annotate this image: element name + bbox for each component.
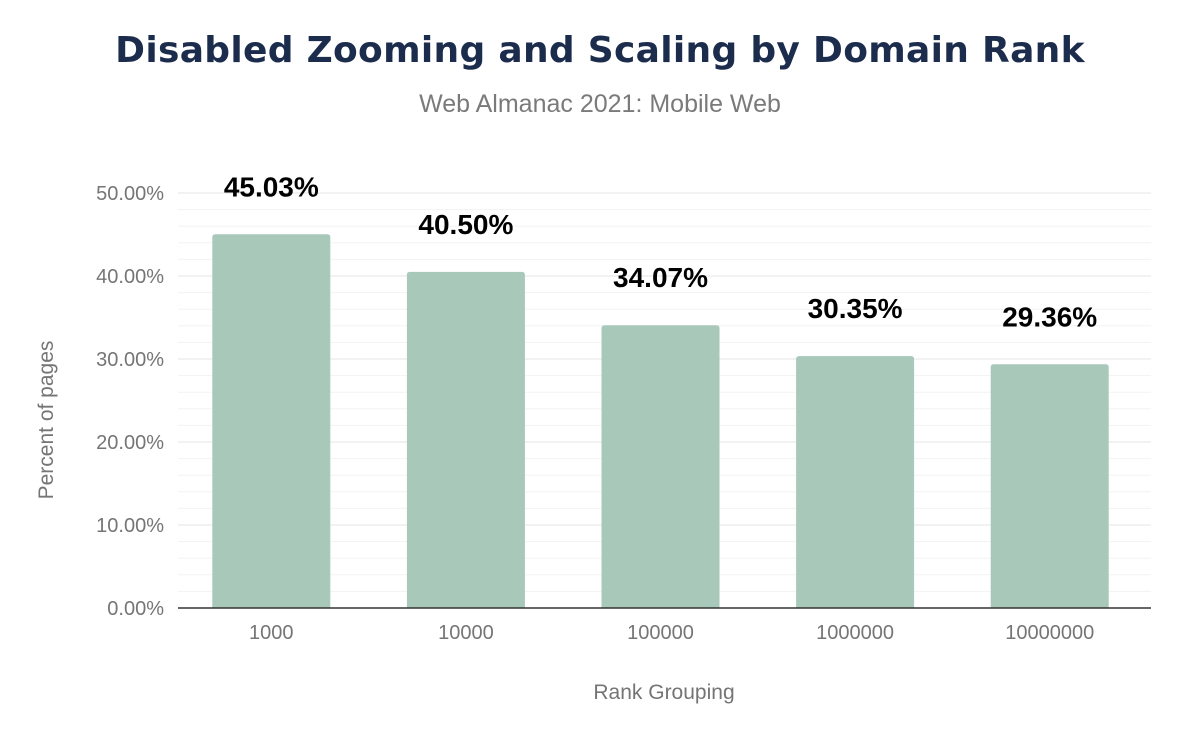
y-tick-label: 10.00%: [96, 515, 164, 537]
chart-title: Disabled Zooming and Scaling by Domain R…: [115, 30, 1085, 71]
bar: [212, 234, 331, 608]
x-tick-label: 10000000: [1005, 622, 1094, 644]
y-tick-label: 30.00%: [96, 349, 164, 371]
x-tick-label: 100000: [627, 622, 694, 644]
bar: [601, 325, 720, 608]
bar-value-label: 34.07%: [613, 262, 708, 293]
chart-subtitle: Web Almanac 2021: Mobile Web: [419, 90, 781, 118]
bar-value-label: 45.03%: [224, 171, 319, 202]
y-tick-label: 20.00%: [96, 432, 164, 454]
bar-value-label: 29.36%: [1002, 301, 1097, 332]
data-labels: 45.03% 40.50% 34.07% 30.35% 29.36%: [224, 171, 1097, 332]
x-axis-label: Rank Grouping: [593, 681, 734, 704]
y-tick-label: 50.00%: [96, 183, 164, 205]
y-axis-label: Percent of pages: [35, 341, 58, 500]
bars: [212, 234, 1109, 608]
bar: [796, 356, 915, 608]
y-axis-ticks: 0.00% 10.00% 20.00% 30.00% 40.00% 50.00%: [96, 183, 164, 620]
bar-value-label: 30.35%: [808, 293, 903, 324]
bar-value-label: 40.50%: [418, 209, 513, 240]
x-tick-label: 10000: [438, 622, 494, 644]
y-tick-label: 40.00%: [96, 266, 164, 288]
bar: [990, 364, 1109, 608]
bar: [406, 271, 525, 608]
x-axis-ticks: 1000 10000 100000 1000000 10000000: [249, 622, 1094, 644]
x-tick-label: 1000: [249, 622, 294, 644]
y-tick-label: 0.00%: [107, 598, 164, 620]
x-tick-label: 1000000: [816, 622, 894, 644]
